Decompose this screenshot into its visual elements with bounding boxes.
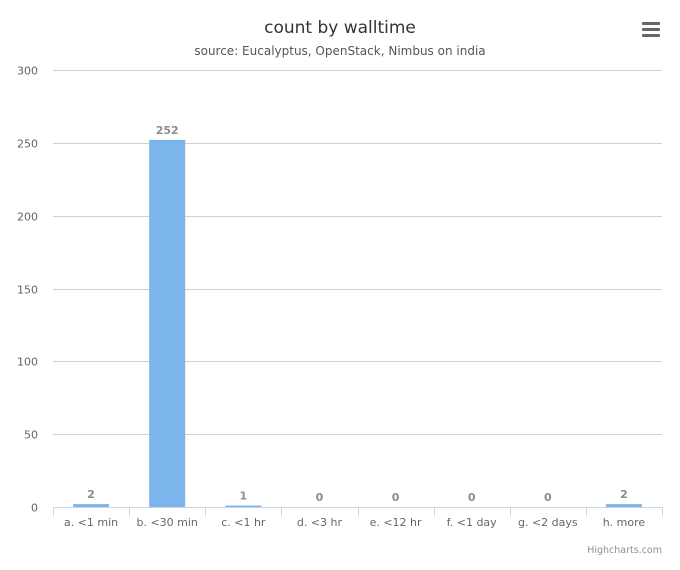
x-tick-label: d. <3 hr: [297, 516, 343, 529]
y-tick-label: 150: [17, 284, 38, 297]
x-tick-label: g. <2 days: [518, 516, 578, 529]
data-label: 0: [544, 491, 552, 504]
hamburger-menu-icon[interactable]: [638, 16, 664, 42]
x-tick-label: f. <1 day: [447, 516, 498, 529]
y-tick-label: 200: [17, 211, 38, 224]
y-tick-label: 0: [31, 502, 38, 515]
y-tick-label: 50: [24, 429, 38, 442]
x-axis: a. <1 min b. <30 min c. <1 hr d. <3 hr e. <1…: [53, 507, 663, 529]
y-axis: 0 50 100 150 200 250 300: [17, 65, 38, 515]
chart-subtitle: source: Eucalyptus, OpenStack, Nimbus on…: [194, 44, 485, 58]
x-tick-label: a. <1 min: [64, 516, 118, 529]
bar[interactable]: [149, 139, 186, 508]
x-tick-label: c. <1 hr: [221, 516, 266, 529]
x-tick-label: h. more: [603, 516, 646, 529]
x-tick-label: b. <30 min: [136, 516, 197, 529]
y-tick-label: 250: [17, 138, 38, 151]
x-tick-label: e. <12 hr: [370, 516, 422, 529]
y-tick-label: 100: [17, 356, 38, 369]
bar[interactable]: [605, 504, 642, 507]
data-label: 2: [620, 488, 628, 501]
data-label: 1: [239, 490, 247, 503]
data-label: 0: [468, 491, 476, 504]
chart-title: count by walltime: [264, 18, 416, 38]
data-label: 2: [87, 488, 95, 501]
bar[interactable]: [73, 504, 110, 507]
bar[interactable]: [225, 505, 262, 507]
data-label: 0: [392, 491, 400, 504]
y-tick-label: 300: [17, 65, 38, 78]
credits-link[interactable]: Highcharts.com: [587, 545, 662, 556]
bar-series: [73, 139, 642, 508]
data-label: 252: [156, 124, 179, 137]
data-labels: 2 252 1 0 0 0 0 2: [87, 124, 628, 504]
data-label: 0: [316, 491, 324, 504]
